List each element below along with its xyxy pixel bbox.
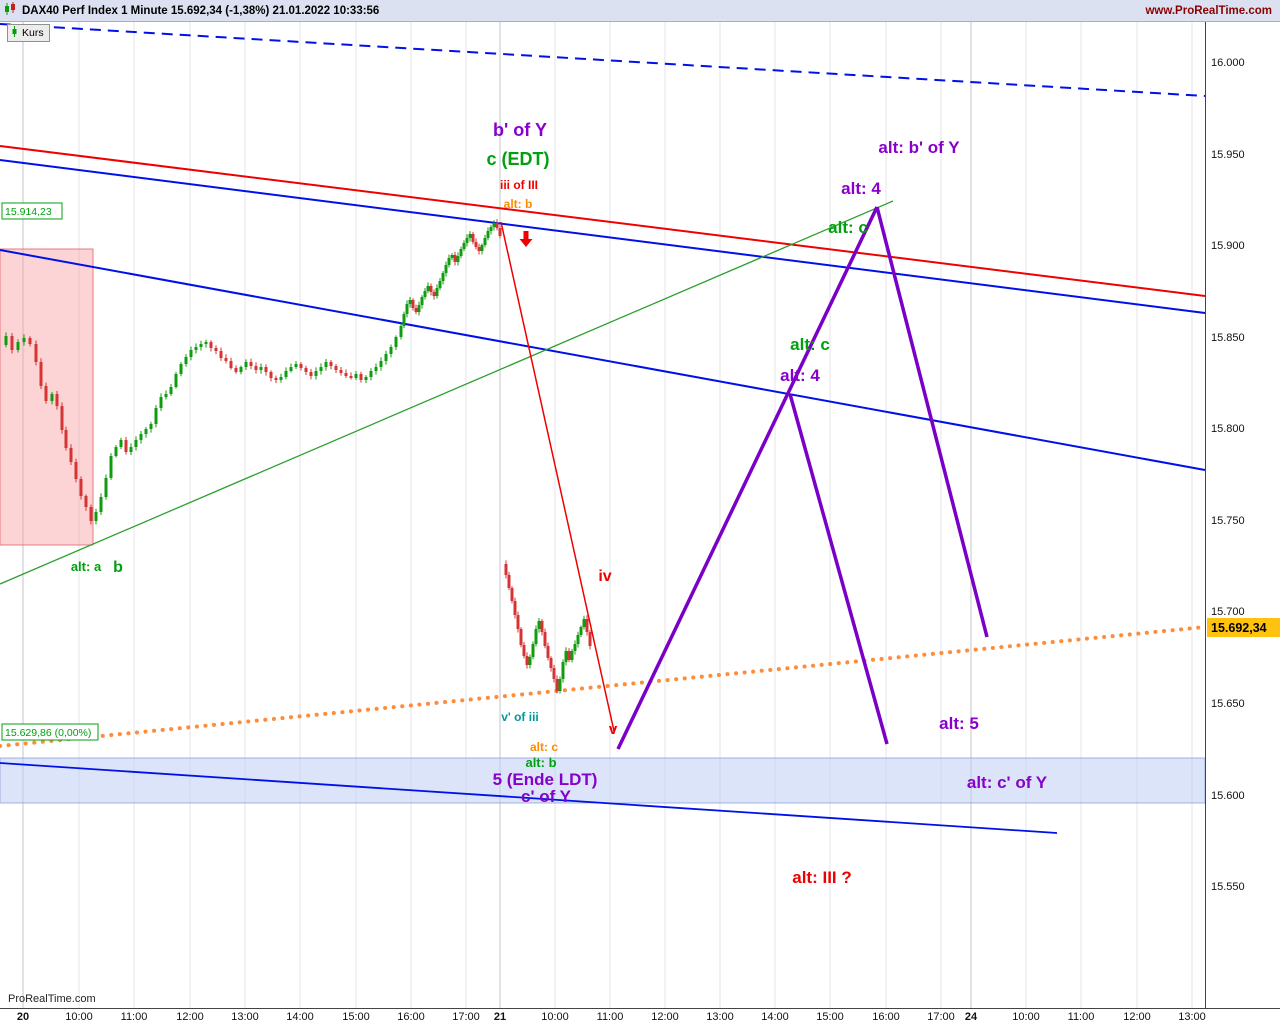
blue-resistance-trendline-upper[interactable] (0, 159, 1206, 314)
time-axis-label: 17:00 (927, 1011, 955, 1023)
price-axis-label: 15.900 (1211, 240, 1245, 252)
label-iv[interactable]: iv (598, 568, 611, 585)
green-support-trendline[interactable] (0, 200, 894, 585)
price-axis-label: 15.550 (1211, 881, 1245, 893)
purple-wave-line-down-long[interactable] (875, 206, 989, 638)
label-alt-c-upper[interactable]: alt: c (828, 218, 868, 237)
kurs-candle-icon (10, 26, 19, 40)
purple-wave-line-down-short[interactable] (788, 393, 889, 745)
time-axis-label: 16:00 (397, 1011, 425, 1023)
price-axis[interactable]: 16.000 15.950 15.900 15.850 15.800 15.750 15.7… (1211, 57, 1245, 893)
time-axis-label: 12:00 (651, 1011, 679, 1023)
time-axis-label: 11:00 (1068, 1011, 1095, 1023)
label-alt-a[interactable]: alt: a (71, 559, 102, 574)
price-axis-label: 16.000 (1211, 57, 1245, 69)
price-axis-label: 15.850 (1211, 332, 1245, 344)
svg-text:15.629,86 (0,00%): 15.629,86 (0,00%) (5, 727, 91, 739)
blue-support-band[interactable] (0, 757, 1206, 804)
time-axis-label: 21 (494, 1011, 506, 1023)
time-axis-label: 14:00 (761, 1011, 789, 1023)
price-axis-label: 15.700 (1211, 606, 1245, 618)
time-axis-label: 12:00 (176, 1011, 204, 1023)
label-v[interactable]: v (609, 721, 618, 738)
label-c-prime-of-Y[interactable]: c' of Y (521, 787, 572, 806)
red-wave-projection-line[interactable] (500, 221, 615, 732)
time-axis-label: 13:00 (706, 1011, 734, 1023)
time-axis-label: 11:00 (597, 1011, 624, 1023)
label-iii-of-III[interactable]: iii of III (500, 178, 538, 192)
label-v-prime-of-iii[interactable]: v' of iii (501, 710, 539, 724)
time-axis-label: 14:00 (286, 1011, 314, 1023)
label-alt-5[interactable]: alt: 5 (939, 714, 979, 733)
time-axis-label: 10:00 (65, 1011, 93, 1023)
red-down-arrow[interactable] (519, 231, 533, 247)
price-series (4, 219, 592, 694)
price-axis-label: 15.650 (1211, 698, 1245, 710)
label-alt-4-mid[interactable]: alt: 4 (780, 366, 820, 385)
time-axis-label: 13:00 (231, 1011, 259, 1023)
label-alt-4-upper[interactable]: alt: 4 (841, 179, 881, 198)
label-b-prime-of-Y[interactable]: b' of Y (493, 120, 547, 140)
upper-dashed-blue-trendline[interactable] (0, 23, 1206, 97)
gridlines (22, 22, 1193, 1008)
time-axis-label: 20 (17, 1011, 29, 1023)
wave-annotations: b' of Y c (EDT) iii of III alt: b alt: b' of… (71, 120, 1048, 887)
price-tag-15914: 15.914,23 (1, 202, 63, 220)
label-alt-c-prime-of-Y[interactable]: alt: c' of Y (967, 773, 1048, 792)
time-axis[interactable]: 20 10:00 11:00 12:00 13:00 14:00 15:00 16:00 17:… (17, 1011, 1206, 1023)
purple-wave-line-up[interactable] (616, 206, 879, 750)
label-c-edt[interactable]: c (EDT) (487, 149, 550, 169)
label-5-ende-ldt[interactable]: 5 (Ende LDT) (493, 770, 598, 789)
chart-title: DAX40 Perf Index 1 Minute 15.692,34 (-1,… (22, 4, 380, 17)
time-axis-label: 12:00 (1123, 1011, 1151, 1023)
kurs-legend-chip[interactable]: Kurs (7, 24, 50, 42)
label-alt-b-top[interactable]: alt: b (504, 197, 533, 211)
price-axis-label: 15.800 (1211, 423, 1245, 435)
candlestick-app-icon (3, 2, 17, 19)
time-axis-label: 11:00 (121, 1011, 148, 1023)
titlebar: DAX40 Perf Index 1 Minute 15.692,34 (-1,… (0, 0, 1280, 22)
time-axis-label: 15:00 (342, 1011, 370, 1023)
prorealtime-website-link[interactable]: www.ProRealTime.com (1145, 4, 1272, 17)
orange-dotted-support-line[interactable] (0, 625, 1207, 748)
label-b-green[interactable]: b (113, 559, 123, 576)
time-axis-label: 13:00 (1178, 1011, 1206, 1023)
label-alt-c-orange[interactable]: alt: c (530, 740, 558, 754)
label-alt-c-mid[interactable]: alt: c (790, 335, 830, 354)
time-axis-label: 15:00 (816, 1011, 844, 1023)
time-axis-label: 10:00 (541, 1011, 569, 1023)
price-axis-label: 15.950 (1211, 149, 1245, 161)
time-axis-label: 10:00 (1012, 1011, 1040, 1023)
price-axis-label: 15.750 (1211, 515, 1245, 527)
price-tag-15629: 15.629,86 (0,00%) (1, 723, 99, 741)
label-alt-b-green[interactable]: alt: b (525, 755, 556, 770)
last-price-tag: 15.692,34 (1207, 618, 1280, 637)
prorealtime-watermark: ProRealTime.com (8, 993, 96, 1005)
lower-blue-trendline[interactable] (0, 762, 1058, 834)
label-alt-III-question[interactable]: alt: III ? (792, 868, 852, 887)
time-axis-label: 17:00 (452, 1011, 480, 1023)
kurs-label: Kurs (22, 27, 44, 39)
price-axis-label: 15.600 (1211, 790, 1245, 802)
svg-text:15.692,34: 15.692,34 (1211, 621, 1267, 635)
red-resistance-trendline[interactable] (0, 145, 1206, 297)
time-axis-label: 24 (965, 1011, 978, 1023)
blue-resistance-trendline-lower[interactable] (0, 249, 1206, 471)
svg-text:15.914,23: 15.914,23 (5, 206, 52, 218)
label-alt-b-prime-of-Y[interactable]: alt: b' of Y (878, 138, 960, 157)
time-axis-label: 16:00 (872, 1011, 900, 1023)
